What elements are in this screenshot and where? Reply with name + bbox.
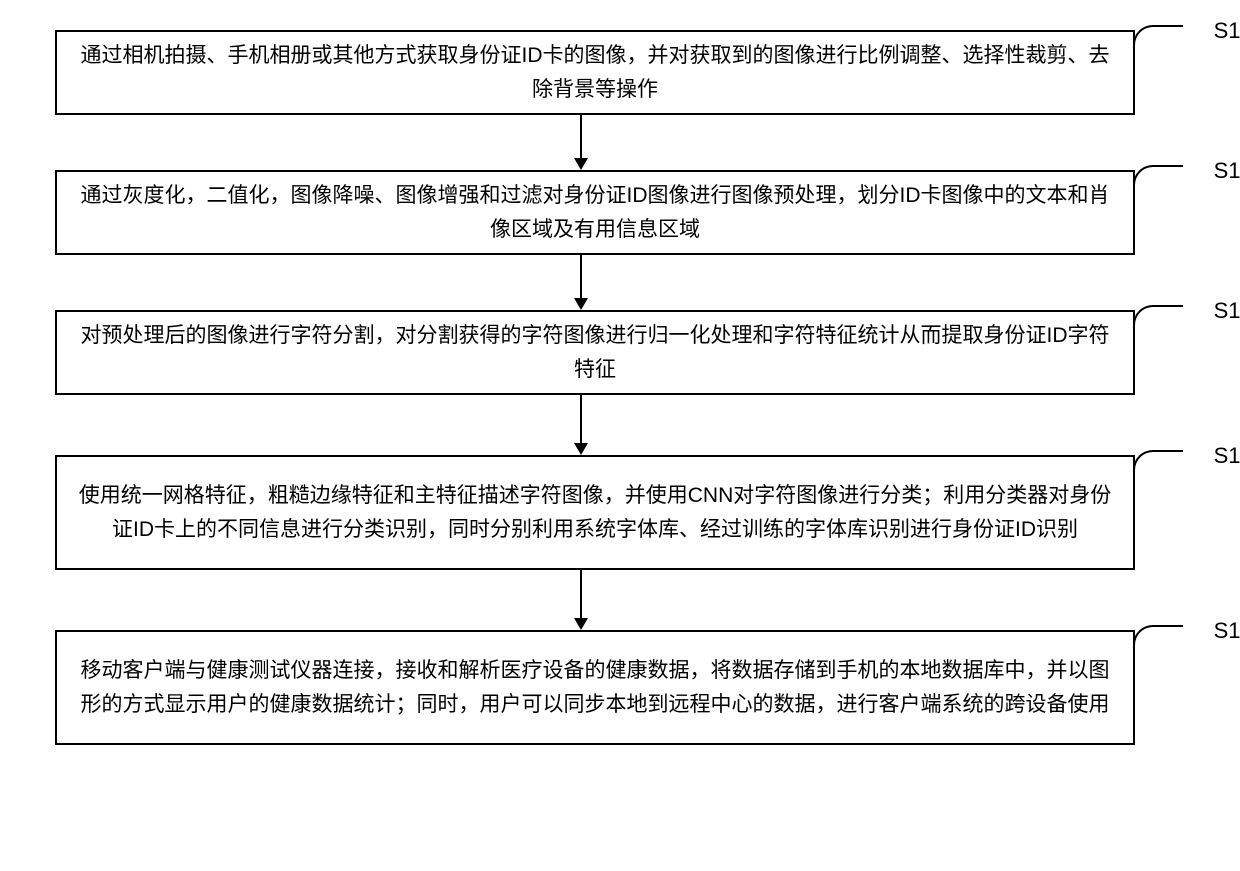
arrow-3: [580, 395, 582, 453]
step-s102: 通过灰度化，二值化，图像降噪、图像增强和过滤对身份证ID图像进行图像预处理，划分…: [55, 170, 1135, 255]
step-label: S104: [1214, 443, 1240, 469]
arrow-2: [580, 255, 582, 308]
step-text: 通过相机拍摄、手机相册或其他方式获取身份证ID卡的图像，并对获取到的图像进行比例…: [77, 39, 1113, 106]
step-s103: 对预处理后的图像进行字符分割，对分割获得的字符图像进行归一化处理和字符特征统计从…: [55, 310, 1135, 395]
step-box: 通过灰度化，二值化，图像降噪、图像增强和过滤对身份证ID图像进行图像预处理，划分…: [55, 170, 1135, 255]
step-text: 移动客户端与健康测试仪器连接，接收和解析医疗设备的健康数据，将数据存储到手机的本…: [77, 654, 1113, 721]
label-connector: [1133, 450, 1183, 475]
flowchart-container: 通过相机拍摄、手机相册或其他方式获取身份证ID卡的图像，并对获取到的图像进行比例…: [40, 30, 1200, 841]
step-label: S103: [1214, 298, 1240, 324]
label-connector: [1133, 25, 1183, 50]
step-label: S102: [1214, 158, 1240, 184]
label-connector: [1133, 165, 1183, 190]
step-box: 使用统一网格特征，粗糙边缘特征和主特征描述字符图像，并使用CNN对字符图像进行分…: [55, 455, 1135, 570]
step-s101: 通过相机拍摄、手机相册或其他方式获取身份证ID卡的图像，并对获取到的图像进行比例…: [55, 30, 1135, 115]
step-text: 对预处理后的图像进行字符分割，对分割获得的字符图像进行归一化处理和字符特征统计从…: [77, 319, 1113, 386]
step-label: S105: [1214, 618, 1240, 644]
step-box: 移动客户端与健康测试仪器连接，接收和解析医疗设备的健康数据，将数据存储到手机的本…: [55, 630, 1135, 745]
step-s104: 使用统一网格特征，粗糙边缘特征和主特征描述字符图像，并使用CNN对字符图像进行分…: [55, 455, 1135, 570]
step-label: S101: [1214, 18, 1240, 44]
step-box: 通过相机拍摄、手机相册或其他方式获取身份证ID卡的图像，并对获取到的图像进行比例…: [55, 30, 1135, 115]
step-text: 使用统一网格特征，粗糙边缘特征和主特征描述字符图像，并使用CNN对字符图像进行分…: [77, 479, 1113, 546]
arrow-4: [580, 570, 582, 628]
label-connector: [1133, 625, 1183, 650]
arrow-1: [580, 115, 582, 168]
step-text: 通过灰度化，二值化，图像降噪、图像增强和过滤对身份证ID图像进行图像预处理，划分…: [77, 179, 1113, 246]
step-box: 对预处理后的图像进行字符分割，对分割获得的字符图像进行归一化处理和字符特征统计从…: [55, 310, 1135, 395]
label-connector: [1133, 305, 1183, 330]
step-s105: 移动客户端与健康测试仪器连接，接收和解析医疗设备的健康数据，将数据存储到手机的本…: [55, 630, 1135, 745]
